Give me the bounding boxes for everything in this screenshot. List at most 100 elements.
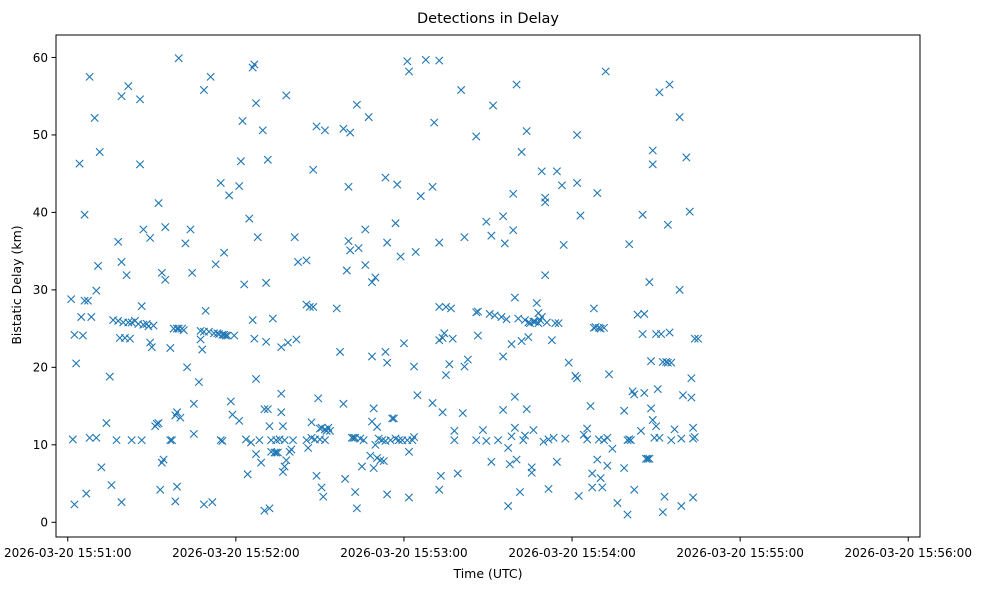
data-point [246, 438, 256, 447]
data-point [520, 431, 530, 440]
data-point [277, 389, 286, 398]
data-point [438, 333, 447, 342]
data-point [688, 423, 698, 432]
data-point [488, 101, 498, 110]
data-point [87, 312, 96, 322]
data-point [403, 57, 412, 66]
data-point [344, 182, 353, 191]
data-point [552, 167, 562, 176]
data-point [240, 280, 249, 289]
data-point [359, 436, 368, 445]
data-point [574, 491, 583, 501]
data-point [161, 223, 170, 232]
data-point [435, 56, 444, 65]
data-point [194, 377, 203, 387]
data-point [369, 404, 378, 413]
data-point [339, 124, 348, 133]
data-point [243, 470, 252, 479]
data-point [613, 498, 622, 508]
data-point [95, 147, 104, 157]
x-tick-label: 2026-03-20 15:52:00 [172, 546, 299, 560]
data-point [137, 436, 146, 445]
data-point [393, 180, 402, 189]
data-point [529, 317, 538, 326]
data-point [304, 443, 313, 452]
y-tick-label: 20 [33, 361, 48, 375]
data-point [135, 95, 145, 104]
data-point [159, 455, 168, 464]
data-point [519, 436, 528, 445]
data-point [670, 425, 679, 434]
data-point [450, 436, 459, 445]
data-point [453, 469, 462, 478]
data-point [510, 392, 519, 401]
data-point [588, 483, 597, 492]
data-point [176, 413, 185, 422]
data-point [517, 147, 526, 157]
data-point [527, 468, 536, 477]
data-point [404, 493, 414, 502]
data-point [386, 436, 395, 445]
data-point [435, 485, 444, 494]
data-point [648, 146, 657, 155]
data-point [430, 118, 439, 127]
data-point [127, 436, 136, 445]
data-point [626, 436, 635, 445]
data-point [342, 266, 351, 275]
data-point [346, 128, 355, 137]
data-point [601, 67, 610, 76]
data-point [70, 500, 79, 509]
x-tick-label: 2026-03-20 15:55:00 [676, 546, 803, 560]
x-tick-label: 2026-03-20 15:53:00 [340, 546, 467, 560]
data-point [85, 72, 94, 81]
data-point [198, 345, 207, 354]
data-point [381, 347, 390, 356]
data-point [75, 159, 84, 168]
data-point [505, 460, 514, 469]
data-point [542, 318, 551, 327]
data-point [80, 210, 89, 219]
data-point [305, 302, 314, 312]
data-point [280, 462, 289, 471]
data-point [445, 360, 454, 369]
data-point [547, 336, 556, 345]
data-point [603, 461, 612, 470]
data-points [67, 54, 703, 519]
data-point [379, 456, 388, 466]
data-point [208, 498, 217, 507]
data-point [499, 212, 508, 221]
data-point [82, 489, 91, 498]
data-point [149, 321, 158, 330]
data-point [596, 474, 605, 483]
data-point [290, 233, 299, 242]
data-point [292, 335, 301, 344]
data-point [694, 334, 703, 343]
data-point [667, 358, 676, 367]
data-point [238, 116, 247, 126]
data-point [388, 414, 397, 423]
data-point [349, 433, 358, 442]
data-point [457, 85, 466, 95]
data-point [156, 485, 165, 494]
data-point [263, 155, 272, 164]
data-point [593, 455, 602, 464]
data-point [251, 374, 261, 384]
data-point [230, 331, 239, 340]
data-point [83, 296, 93, 305]
data-point [507, 340, 516, 349]
data-point [493, 436, 503, 445]
data-point [541, 271, 550, 280]
data-point [687, 393, 696, 402]
data-point [70, 330, 79, 339]
data-point [77, 312, 86, 322]
data-point [638, 210, 647, 219]
data-point [146, 338, 155, 347]
data-point [625, 435, 634, 444]
data-point [139, 320, 148, 329]
data-point [241, 435, 251, 444]
data-point [277, 343, 286, 352]
data-point [522, 126, 531, 136]
data-point [221, 331, 230, 340]
data-point [675, 113, 684, 122]
